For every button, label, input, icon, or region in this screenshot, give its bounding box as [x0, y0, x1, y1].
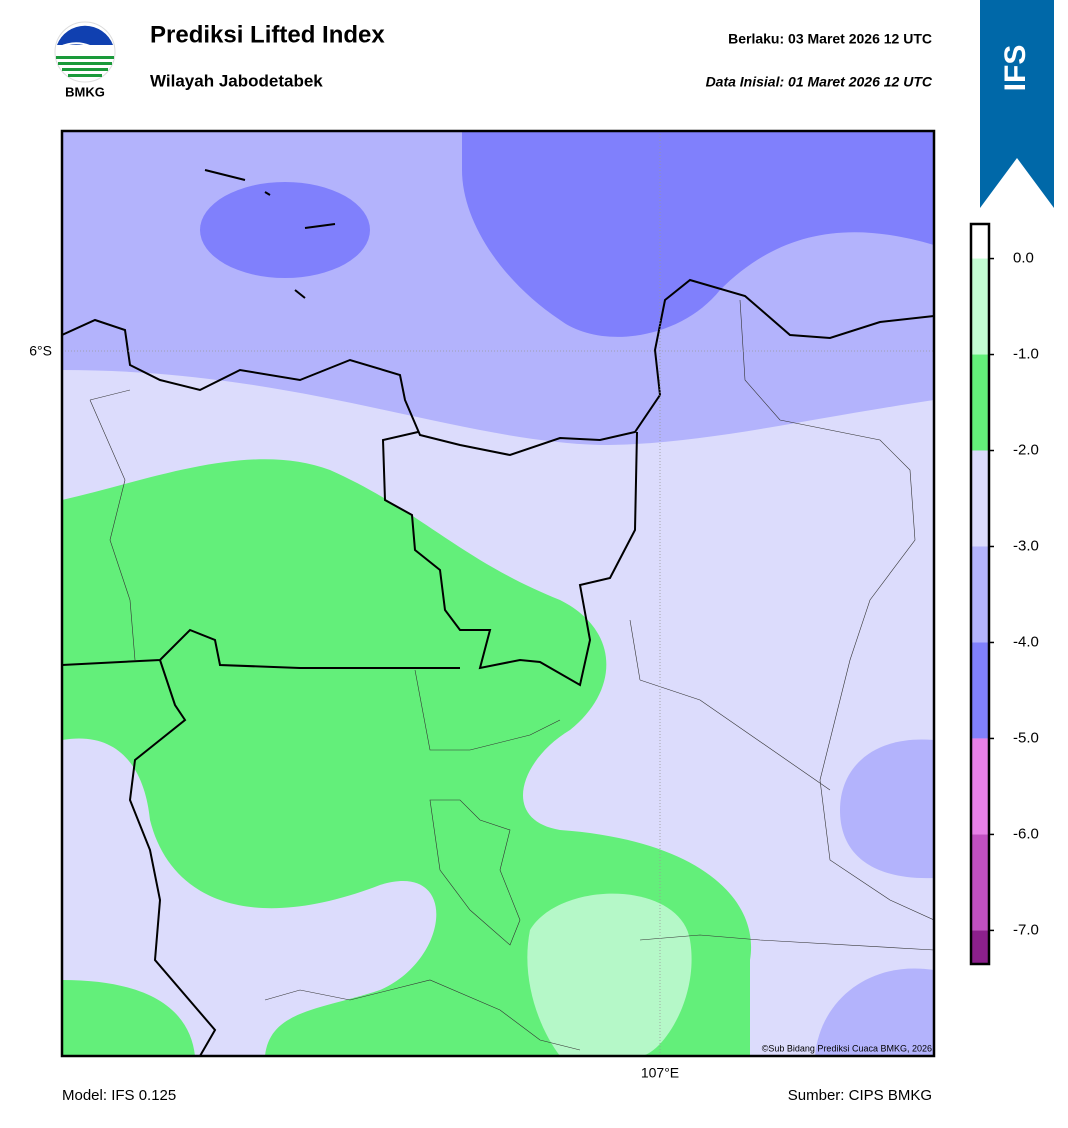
map	[62, 131, 934, 1056]
colorbar-frame	[969, 222, 991, 966]
colorbar-band	[971, 258, 989, 355]
badge-text: IFS	[999, 45, 1032, 92]
colorbar-tick-label: -2.0	[1013, 441, 1039, 458]
colorbar-tick-label: -5.0	[1013, 729, 1039, 746]
colorbar-band	[971, 354, 989, 451]
lat-label: 6°S	[29, 343, 52, 359]
colorbar-band	[971, 224, 989, 259]
colorbar-band	[971, 738, 989, 835]
colorbar-band	[971, 642, 989, 739]
colorbar-tick-label: 0.0	[1013, 250, 1034, 267]
colorbar-tick-label: -4.0	[1013, 633, 1039, 650]
credit: ©Sub Bidang Prediksi Cuaca BMKG, 2026	[762, 1043, 932, 1053]
colorbar-band	[971, 450, 989, 547]
lon-label: 107°E	[641, 1065, 679, 1081]
colorbar-tick-label: -3.0	[1013, 537, 1039, 554]
title: Prediksi Lifted Index	[150, 21, 385, 48]
map-frame	[60, 129, 936, 1058]
colorbar-tick-label: -6.0	[1013, 825, 1039, 842]
colorbar: 0.0 -1.0 -2.0 -3.0 -4.0 -5.0 -6.0 -7.0	[969, 222, 1039, 966]
colorbar-tick-label: -1.0	[1013, 346, 1039, 363]
valid-time: Berlaku: 03 Maret 2026 12 UTC	[728, 31, 932, 47]
colorbar-band	[971, 834, 989, 931]
subtitle: Wilayah Jabodetabek	[150, 71, 323, 90]
logo	[54, 21, 116, 83]
init-time: Data Inisial: 01 Maret 2026 12 UTC	[706, 74, 933, 90]
colorbar-band	[971, 546, 989, 643]
source-label: Sumber: CIPS BMKG	[788, 1087, 932, 1104]
colorbar-band	[971, 930, 989, 964]
model-label: Model: IFS 0.125	[62, 1087, 176, 1104]
badge	[980, 0, 1054, 208]
logo-text: BMKG	[65, 84, 105, 99]
colorbar-tick-label: -7.0	[1013, 921, 1039, 938]
